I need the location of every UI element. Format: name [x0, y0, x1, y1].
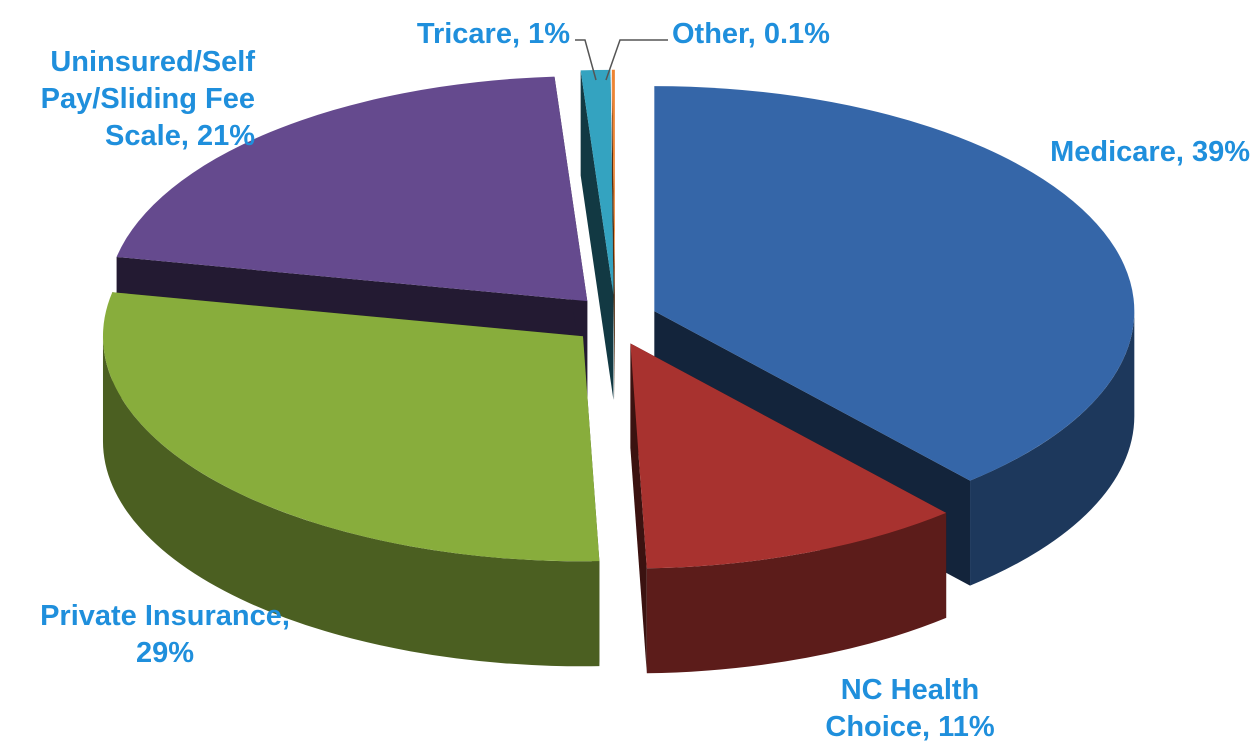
- slice-wall: [630, 343, 647, 674]
- leader-line: [605, 39, 668, 81]
- slice-top: [654, 86, 1135, 481]
- slice-top: [116, 76, 588, 302]
- slice-wall: [611, 69, 615, 400]
- slice-top: [580, 69, 614, 295]
- slice: [580, 69, 614, 400]
- slice: [102, 292, 600, 667]
- slice-top: [611, 69, 615, 295]
- data-label: Private Insurance, 29%: [40, 600, 290, 669]
- leader-line: [575, 39, 597, 81]
- slice-side: [102, 336, 600, 667]
- slice-wall: [580, 70, 614, 400]
- data-label: Uninsured/Self Pay/Sliding Fee Scale, 21…: [40, 46, 255, 152]
- slice-top: [630, 343, 947, 569]
- slice-side: [646, 512, 947, 674]
- slice-side: [970, 311, 1135, 586]
- slice: [611, 69, 615, 400]
- data-label: NC Health Choice, 11%: [825, 674, 995, 743]
- slice: [630, 343, 947, 674]
- data-label: Tricare, 1%: [416, 18, 570, 50]
- slice-top: [102, 292, 600, 562]
- data-label: Medicare, 39%: [1050, 136, 1250, 168]
- data-label: Other, 0.1%: [672, 18, 830, 50]
